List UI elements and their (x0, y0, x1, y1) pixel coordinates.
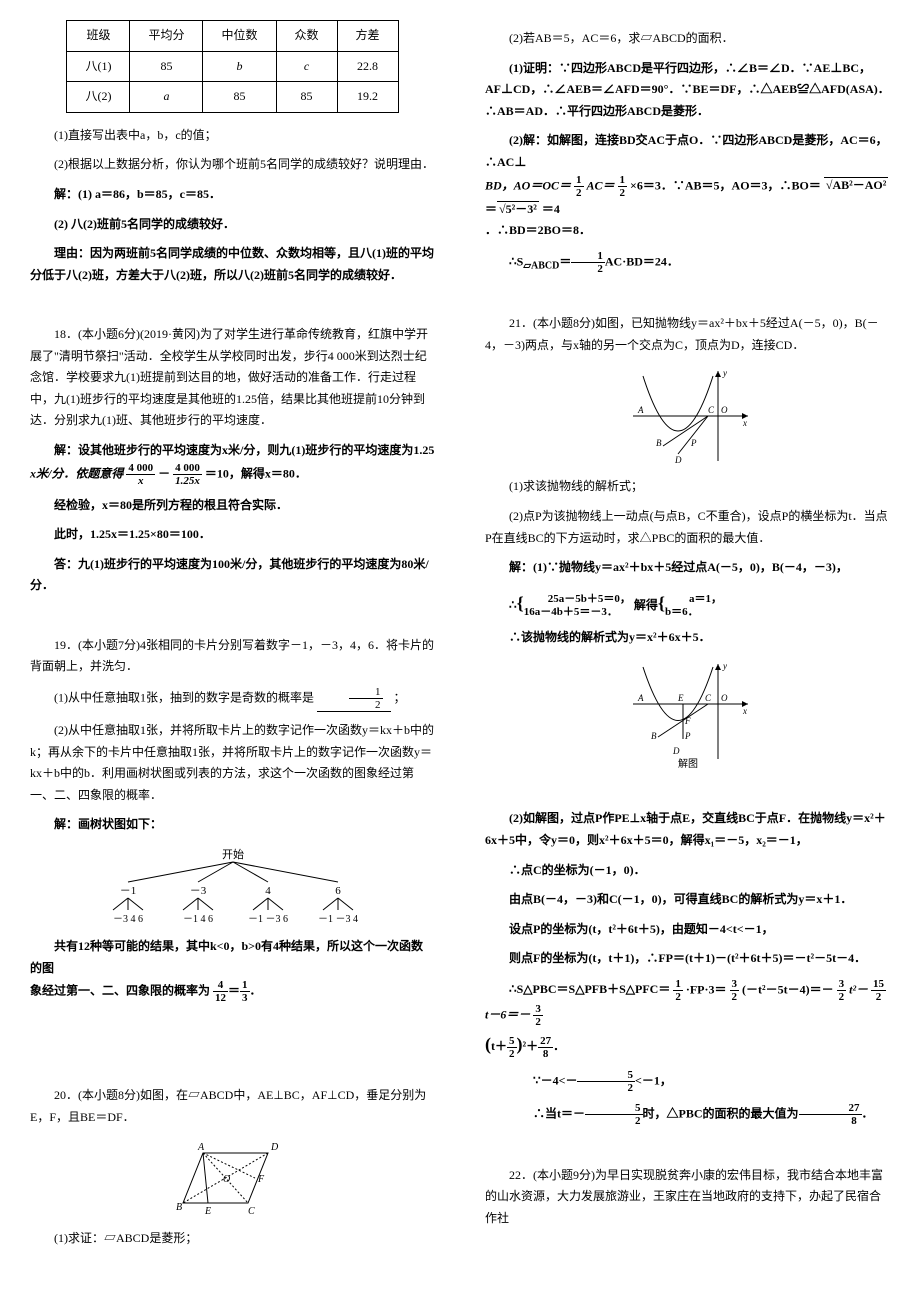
cell: 八(1) (67, 51, 130, 82)
svg-text:y: y (722, 661, 727, 671)
p21-range: ∵－4<－52<－1， (485, 1069, 890, 1094)
cell: 85 (276, 82, 337, 113)
cell: c (276, 51, 337, 82)
p20-area: ∴S▱ABCD＝12AC·BD＝24． (485, 250, 890, 276)
svg-text:C: C (708, 405, 715, 415)
svg-text:O: O (721, 693, 728, 703)
p18-check: 经检验，x＝80是所列方程的根且符合实际． (30, 495, 435, 517)
svg-text:B: B (651, 731, 657, 741)
svg-text:F: F (684, 716, 691, 726)
svg-text:P: P (690, 438, 697, 448)
cell: 八(2) (67, 82, 130, 113)
svg-text:O: O (721, 405, 728, 415)
p21-sol2a: (2)如解图，过点P作PE⊥x轴于点E，交直线BC于点F．在抛物线y＝x²＋6x… (485, 808, 890, 851)
svg-text:A: A (197, 1142, 205, 1153)
p19-intro: 19．(本小题7分)4张相同的卡片分别写着数字－1，－3，4，6．将卡片的背面朝… (30, 635, 435, 678)
p20-proof: (1)证明：∵四边形ABCD是平行四边形，∴∠B＝∠D．∵AE⊥BC，AF⊥CD… (485, 58, 890, 123)
q1-text: (1)直接写出表中a，b，c的值； (30, 125, 435, 147)
svg-text:解图: 解图 (678, 757, 698, 769)
svg-text:A: A (637, 405, 644, 415)
p21-sol1: 解：(1)∵抛物线y＝ax²＋bx＋5经过点A(－5，0)，B(－4，－3)， (485, 557, 890, 579)
svg-text:D: D (270, 1142, 279, 1153)
svg-text:x: x (742, 418, 747, 428)
p20-q2: (2)若AB＝5，AC＝6，求▱ABCD的面积． (485, 28, 890, 50)
p19-sol: 解：画树状图如下： (30, 814, 435, 836)
p21-sol2e: 则点F的坐标为(t，t＋1)，∴FP＝(t＋1)－(t²＋6t＋5)＝－t²－5… (485, 948, 890, 970)
cell: 19.2 (337, 82, 398, 113)
cell: a (130, 82, 203, 113)
p21-sol2d: 设点P的坐标为(t，t²＋6t＋5)，由题知－4<t<－1， (485, 919, 890, 941)
tree-svg: 开始 －1 －3 4 6 －3 4 6 －1 4 6 －1 －3 6 (83, 846, 383, 926)
svg-text:C: C (705, 693, 712, 703)
p19-q1: (1)从中任意抽取1张，抽到的数字是奇数的概率是 12 ； (30, 686, 435, 712)
svg-text:－1 －3 6: －1 －3 6 (248, 914, 288, 925)
svg-text:－3: －3 (189, 885, 206, 897)
svg-text:E: E (204, 1206, 211, 1217)
svg-text:B: B (656, 438, 662, 448)
svg-text:D: D (672, 746, 680, 756)
p21-q2: (2)点P为该抛物线上一动点(与点B，C不重合)，设点P的横坐标为t．当点P在直… (485, 506, 890, 549)
p18-ans: 答：九(1)班步行的平均速度为100米/分，其他班步行的平均速度为80米/分． (30, 554, 435, 597)
svg-text:E: E (677, 693, 684, 703)
p21-intro: 21．(本小题8分)如图，已知抛物线y＝ax²＋bx＋5经过A(－5，0)，B(… (485, 313, 890, 356)
th-mode: 众数 (276, 21, 337, 52)
stats-table: 班级 平均分 中位数 众数 方差 八(1) 85 b c 22.8 八(2) a… (66, 20, 398, 113)
p20-intro: 20．(本小题8分)如图，在▱ABCD中，AE⊥BC，AF⊥CD，垂足分别为E，… (30, 1085, 435, 1128)
ans1: 解：(1) a＝86，b＝85，c＝85． (30, 184, 435, 206)
svg-text:B: B (176, 1202, 182, 1213)
parabola-figure-2: A E C O x y B F P D 解图 (485, 659, 890, 769)
ans2: (2) 八(2)班前5名同学的成绩较好． (30, 214, 435, 236)
p20-sol2: (2)解：如解图，连接BD交AC于点O．∵四边形ABCD是菱形，AC＝6，∴AC… (485, 130, 890, 242)
p18-sol: 解：设其他班步行的平均速度为x米/分，则九(1)班步行的平均速度为1.25 x米… (30, 440, 435, 487)
reason: 理由：因为两班前5名同学成绩的中位数、众数均相等，且八(1)班的平均分低于八(2… (30, 243, 435, 286)
svg-text:D: D (674, 455, 682, 465)
p21-conc1: ∴该抛物线的解析式为y＝x²＋6x＋5． (485, 627, 890, 649)
svg-text:P: P (684, 731, 691, 741)
svg-text:－1: －1 (119, 885, 136, 897)
th-avg: 平均分 (130, 21, 203, 52)
rhombus-figure: A D F O B E C (30, 1138, 435, 1218)
svg-text:y: y (722, 368, 727, 378)
cell: 22.8 (337, 51, 398, 82)
parabola-figure-1: A C O x y B P D (485, 366, 890, 466)
p22-intro: 22．(本小题9分)为早日实现脱贫奔小康的宏伟目标，我市结合本地丰富的山水资源，… (485, 1165, 890, 1230)
tree-diagram: 开始 －1 －3 4 6 －3 4 6 －1 4 6 －1 －3 6 (30, 846, 435, 926)
p20-q1: (1)求证：▱ABCD是菱形； (30, 1228, 435, 1250)
svg-text:开始: 开始 (222, 847, 244, 861)
p21-final: ∴当t＝－52时，△PBC的面积的最大值为278． (485, 1102, 890, 1127)
th-class: 班级 (67, 21, 130, 52)
p21-area: ∴S△PBC＝S△PFB＋S△PFC＝ 12 ·FP·3＝ 32 (－t²－5t… (485, 978, 890, 1061)
cell: 85 (203, 82, 276, 113)
svg-text:6: 6 (335, 885, 341, 897)
svg-text:C: C (248, 1206, 255, 1217)
q2-text: (2)根据以上数据分析，你认为哪个班前5名同学的成绩较好？说明理由． (30, 154, 435, 176)
cell: 85 (130, 51, 203, 82)
p21-sol2c: 由点B(－4，－3)和C(－1，0)，可得直线BC的解析式为y＝x＋1． (485, 889, 890, 911)
p21-eq: ∴{25a－5b＋5＝0，16a－4b＋5＝－3． 解得{a＝1，b＝6． (485, 587, 890, 619)
svg-text:O: O (223, 1174, 230, 1185)
svg-text:4: 4 (265, 885, 271, 897)
p21-q1: (1)求该抛物线的解析式； (485, 476, 890, 498)
th-median: 中位数 (203, 21, 276, 52)
p21-sol2b: ∴点C的坐标为(－1，0)． (485, 860, 890, 882)
p19-q2: (2)从中任意抽取1张，并将所取卡片上的数字记作一次函数y＝kx＋b中的k；再从… (30, 720, 435, 806)
p18-intro: 18．(本小题6分)(2019·黄冈)为了对学生进行革命传统教育，红旗中学开展了… (30, 324, 435, 432)
svg-text:－1 －3 4: －1 －3 4 (318, 914, 358, 925)
th-var: 方差 (337, 21, 398, 52)
p18-calc: 此时，1.25x＝1.25×80＝100． (30, 524, 435, 546)
svg-text:A: A (637, 693, 644, 703)
svg-text:x: x (742, 706, 747, 716)
p19-conc: 共有12种等可能的结果，其中k<0，b>0有4种结果，所以这个一次函数的图 象经… (30, 936, 435, 1004)
svg-text:－3 4 6: －3 4 6 (113, 914, 143, 925)
svg-text:－1 4 6: －1 4 6 (183, 914, 213, 925)
cell: b (203, 51, 276, 82)
svg-text:F: F (257, 1174, 265, 1185)
